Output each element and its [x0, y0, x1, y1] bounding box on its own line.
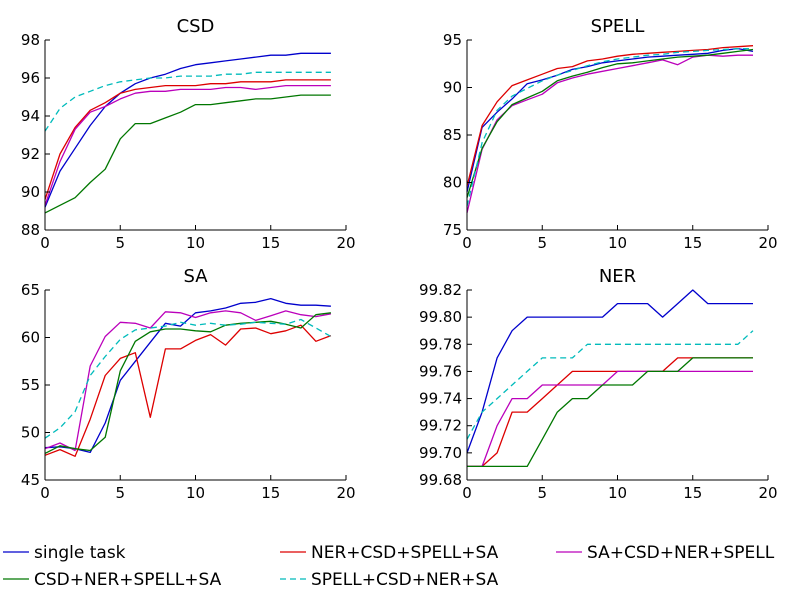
x-tick-label: 15 [261, 484, 280, 502]
legend-item-single-task: single task [3, 543, 126, 563]
series-line-single-task [466, 289, 753, 454]
series-line-csd-ner-spell-sa [467, 357, 753, 468]
x-tick-label: 10 [186, 484, 205, 502]
series-line-csd-ner-spell-sa [466, 48, 754, 198]
series-line-spell-csd-ner-sa [44, 71, 331, 132]
legend-label: SPELL+CSD+NER+SA [311, 570, 499, 590]
x-tick-label: 0 [40, 234, 50, 252]
y-tick-label: 45 [21, 471, 40, 489]
series-line-ner-csd-spell-sa [44, 79, 331, 200]
series-line-ner-csd-spell-sa [467, 357, 753, 468]
y-tick-label: 85 [443, 126, 462, 144]
series-line-single-task [466, 47, 754, 193]
y-tick-label: 55 [21, 376, 40, 394]
series-line-ner-csd-spell-sa [466, 45, 754, 187]
chart-ner: NER 0 5 10 15 20 99.68 99.70 99.72 99.74 99.76 99.7… [419, 266, 778, 502]
series-line-sa-csd-ner-spell [44, 84, 331, 206]
series-line-single-task [44, 52, 331, 208]
y-tick-label: 65 [21, 281, 40, 299]
legend-label: NER+CSD+SPELL+SA [311, 543, 499, 563]
x-tick-label: 5 [537, 484, 547, 502]
x-tick-label: 0 [462, 234, 472, 252]
y-tick-label: 80 [443, 174, 462, 192]
y-tick-label: 99.68 [419, 471, 462, 489]
y-tick-label: 99.80 [419, 308, 462, 326]
y-tick-label: 88 [21, 221, 40, 239]
series-line-spell-csd-ner-sa [44, 318, 332, 439]
legend-item-sa-csd-ner-spell: SA+CSD+NER+SPELL [556, 543, 775, 563]
series-line-spell-csd-ner-sa [466, 330, 754, 440]
series-line-csd-ner-spell-sa [44, 94, 331, 214]
y-tick-label: 75 [443, 221, 462, 239]
y-tick-label: 99.78 [419, 335, 462, 353]
y-tick-label: 98 [21, 31, 40, 49]
x-tick-label: 20 [758, 234, 777, 252]
x-tick-label: 20 [758, 484, 777, 502]
x-tick-label: 15 [683, 234, 702, 252]
series-line-sa-csd-ner-spell [467, 370, 753, 468]
x-tick-label: 10 [186, 234, 205, 252]
x-tick-label: 10 [608, 484, 627, 502]
chart-csd: CSD 0 5 10 15 20 88 90 92 94 96 98 [21, 16, 356, 252]
chart-title: SA [183, 266, 208, 287]
y-tick-label: 96 [21, 69, 40, 87]
legend-item-csd-ner-spell-sa: CSD+NER+SPELL+SA [3, 570, 222, 590]
y-tick-label: 60 [21, 329, 40, 347]
y-tick-label: 92 [21, 145, 40, 163]
y-tick-label: 99.76 [419, 362, 462, 380]
x-tick-label: 0 [462, 484, 472, 502]
legend: single task NER+CSD+SPELL+SA SA+CSD+NER+SP… [3, 543, 775, 590]
series-line-sa-csd-ner-spell [44, 310, 332, 452]
y-tick-label: 90 [443, 79, 462, 97]
y-tick-label: 90 [21, 183, 40, 201]
y-tick-label: 50 [21, 424, 40, 442]
chart-title: CSD [177, 16, 215, 37]
x-tick-label: 0 [40, 484, 50, 502]
legend-item-ner-csd-spell-sa: NER+CSD+SPELL+SA [280, 543, 499, 563]
x-tick-label: 15 [261, 234, 280, 252]
series-line-spell-csd-ner-sa [466, 47, 753, 207]
series-line-sa-csd-ner-spell [466, 54, 753, 214]
y-tick-label: 99.70 [419, 444, 462, 462]
x-tick-label: 5 [115, 484, 125, 502]
series-line-csd-ner-spell-sa [44, 312, 331, 454]
x-tick-label: 20 [336, 234, 355, 252]
chart-title: NER [599, 266, 636, 287]
x-tick-label: 15 [683, 484, 702, 502]
x-tick-label: 5 [115, 234, 125, 252]
y-tick-label: 99.82 [419, 281, 462, 299]
chart-sa: SA 0 5 10 15 20 45 50 55 60 65 [21, 266, 356, 502]
legend-label: single task [34, 543, 126, 563]
x-tick-label: 5 [537, 234, 547, 252]
x-tick-label: 10 [608, 234, 627, 252]
y-tick-label: 94 [21, 107, 40, 125]
chart-title: SPELL [591, 16, 645, 37]
legend-label: CSD+NER+SPELL+SA [34, 570, 222, 590]
y-tick-label: 99.74 [419, 390, 462, 408]
legend-label: SA+CSD+NER+SPELL [587, 543, 775, 563]
series-line-ner-csd-spell-sa [44, 324, 332, 457]
y-tick-label: 95 [443, 31, 462, 49]
legend-item-spell-csd-ner-sa: SPELL+CSD+NER+SA [280, 570, 499, 590]
x-tick-label: 20 [336, 484, 355, 502]
y-tick-label: 99.72 [419, 417, 462, 435]
chart-spell: SPELL 0 5 10 15 20 75 80 85 90 95 [443, 16, 778, 252]
